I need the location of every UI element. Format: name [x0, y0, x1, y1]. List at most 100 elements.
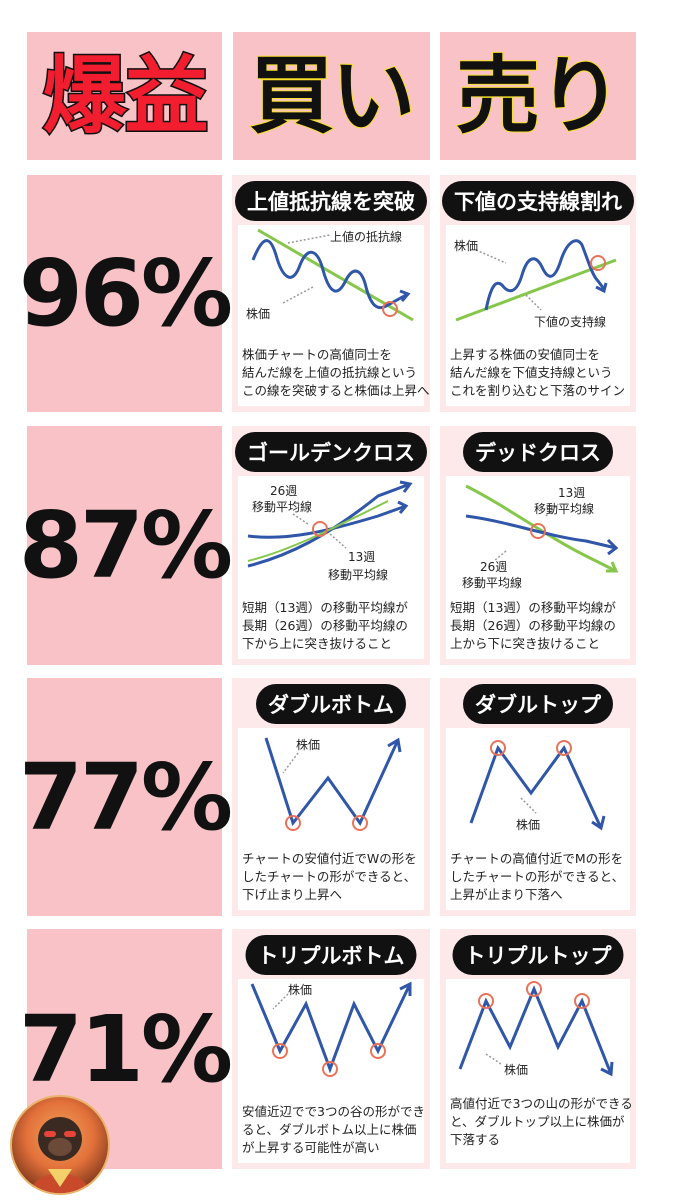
- desc-line: ると、ダブルボトム以上に株価: [242, 1121, 417, 1137]
- percent-cell-3: 77%: [19, 678, 233, 916]
- arrow-head: [387, 737, 402, 753]
- percent-value: 96%: [18, 240, 233, 347]
- price-line: [469, 744, 603, 829]
- desc-line: チャートの安値付近でWの形を: [242, 850, 417, 866]
- double-bottom-chart: [264, 737, 402, 831]
- desc-line: 下落する: [450, 1131, 501, 1147]
- desc-line: 短期（13週）の移動平均線が: [450, 599, 616, 615]
- dead-cross-chart: [465, 484, 619, 573]
- desc-line: 高値付近で3つの山の形ができる: [450, 1095, 633, 1111]
- percent-cell-1: 96%: [19, 175, 233, 412]
- desc-line: したチャートの形ができると、: [450, 868, 625, 884]
- price-line: [458, 985, 613, 1075]
- top-marker: [526, 981, 542, 997]
- double-top-chart: [469, 740, 606, 831]
- top-marker: [478, 993, 494, 1009]
- chart-label: 移動平均線: [328, 568, 389, 582]
- chart-label: 下値の支持線: [534, 315, 607, 329]
- desc-line: 短期（13週）の移動平均線が: [242, 599, 408, 615]
- avatar: [10, 1095, 110, 1195]
- card-description: 短期（13週）の移動平均線が 長期（26週）の移動平均線の 上から下に突き抜ける…: [450, 599, 628, 653]
- card-description: 短期（13週）の移動平均線が 長期（26週）の移動平均線の 下から上に突き抜ける…: [242, 599, 422, 653]
- arrow-head: [397, 500, 409, 514]
- arrow-head: [399, 480, 413, 493]
- leader-line: [485, 1053, 502, 1065]
- leader-line: [520, 797, 537, 814]
- bottom-marker: [370, 1043, 386, 1059]
- leader-line: [329, 533, 347, 549]
- chart-label: 株価: [288, 983, 313, 997]
- card-title: 上値抵抗線を突破: [235, 181, 427, 221]
- chart-area: 株価 チャートの高値付近でMの形を したチャートの形ができると、 上昇が止まり下…: [446, 728, 630, 910]
- card-golden-cross: ゴールデンクロス 26週 移動平均線 13週 移動平均線 短期（13週）の移動平…: [232, 426, 430, 665]
- card-dead-cross: デッドクロス 13週 移動平均線 26週 移動平均線 短期（13週）の移動平均線…: [440, 426, 636, 665]
- bottom-marker: [285, 815, 301, 831]
- chart-label: 株価: [504, 1063, 529, 1077]
- header-buy: 買い: [233, 32, 430, 160]
- card-triple-top: トリプルトップ 株価 高値付近で3つの山の形ができる と、ダブルトップ以上に株価…: [440, 929, 636, 1169]
- chart-area: 26週 移動平均線 13週 移動平均線 短期（13週）の移動平均線が 長期（26…: [238, 476, 424, 659]
- price-line: [264, 737, 400, 827]
- gorilla-avatar-icon: [30, 1117, 90, 1193]
- chart-area: 株価 下値の支持線 上昇する株価の安値同士を 結んだ線を下値支持線という これを…: [446, 225, 630, 406]
- chart-area: 上値の抵抗線 株価 株価チャートの高値同士を 結んだ線を上値の抵抗線という この…: [238, 225, 430, 406]
- resistance-chart: [251, 228, 414, 322]
- leader-line: [545, 503, 559, 517]
- short-ma-line: [465, 484, 617, 573]
- ma-line: [247, 500, 389, 562]
- card-title: ダブルボトム: [256, 684, 406, 724]
- top-marker: [490, 740, 506, 756]
- desc-line: 下から上に突き抜けること: [242, 635, 393, 651]
- desc-line: チャートの高値付近でMの形を: [450, 850, 624, 866]
- top-marker: [574, 993, 590, 1009]
- bottom-marker: [322, 1061, 338, 1077]
- card-support-break: 下値の支持線割れ 株価 下値の支持線 上昇する株価の安値同士を 結んだ線を下値支…: [440, 175, 636, 412]
- desc-line: 上から下に突き抜けること: [450, 635, 601, 651]
- desc-line: 結んだ線を下値支持線という: [450, 364, 613, 380]
- arrow-head: [399, 289, 411, 302]
- bottom-marker: [272, 1043, 288, 1059]
- chart-area: 株価 安値近辺でで3つの谷の形ができ ると、ダブルボトム以上に株価 が上昇する可…: [238, 979, 425, 1163]
- desc-line: 結んだ線を上値の抵抗線という: [242, 364, 418, 380]
- chart-label: 移動平均線: [252, 500, 313, 514]
- price-line: [250, 983, 412, 1074]
- card-description: チャートの高値付近でMの形を したチャートの形ができると、 上昇が止まり下落へ: [450, 850, 628, 904]
- card-resistance-breakout: 上値抵抗線を突破 上値の抵抗線 株価 株価チャートの高値同士を 結んだ線を上値の…: [232, 175, 430, 412]
- arrow-head: [595, 282, 608, 294]
- desc-line: 長期（26週）の移動平均線の: [450, 617, 616, 633]
- top-marker: [556, 740, 572, 756]
- card-title: トリプルボトム: [245, 935, 417, 975]
- arrow-head: [606, 561, 619, 573]
- card-title: 下値の支持線割れ: [442, 181, 634, 221]
- leader-line: [475, 249, 507, 264]
- arrow-head: [399, 981, 412, 996]
- card-title: デッドクロス: [463, 432, 613, 472]
- break-marker: [590, 255, 606, 271]
- chart-area: 13週 移動平均線 26週 移動平均線 短期（13週）の移動平均線が 長期（26…: [446, 476, 630, 659]
- chart-area: 株価 チャートの安値付近でWの形を したチャートの形ができると、 下げ止まり上昇…: [238, 728, 424, 910]
- card-title: ダブルトップ: [463, 684, 613, 724]
- arrow-head: [591, 815, 606, 831]
- chart-label: 13週: [558, 486, 586, 500]
- support-chart: [455, 239, 617, 322]
- card-title: トリプルトップ: [452, 935, 624, 975]
- percent-value: 87%: [18, 492, 233, 599]
- desc-line: が上昇する可能性が高い: [242, 1139, 380, 1155]
- card-title: ゴールデンクロス: [235, 432, 427, 472]
- breakout-marker: [382, 301, 398, 317]
- card-triple-bottom: トリプルボトム 株価 安値近辺でで3つの谷の形ができ ると、ダブルボトム以上に株…: [232, 929, 430, 1169]
- chart-label: 26週: [270, 484, 298, 498]
- triple-top-chart: [458, 981, 614, 1077]
- chart-label: 13週: [348, 550, 376, 564]
- card-double-top: ダブルトップ 株価 チャートの高値付近でMの形を したチャートの形ができると、 …: [440, 678, 636, 916]
- percent-value: 77%: [18, 743, 233, 851]
- long-ma-line: [465, 514, 617, 550]
- header-sell-text: 売り: [455, 47, 623, 145]
- desc-line: 上昇が止まり下落へ: [450, 886, 563, 902]
- header-sell: 売り: [440, 32, 636, 160]
- card-double-bottom: ダブルボトム 株価 チャートの安値付近でWの形を したチャートの形ができると、 …: [232, 678, 430, 916]
- chart-label: 株価: [516, 818, 541, 832]
- triple-bottom-chart: [250, 981, 412, 1077]
- desc-line: この線を突破すると株価は上昇へ: [242, 382, 430, 398]
- header-buy-text: 買い: [248, 47, 416, 145]
